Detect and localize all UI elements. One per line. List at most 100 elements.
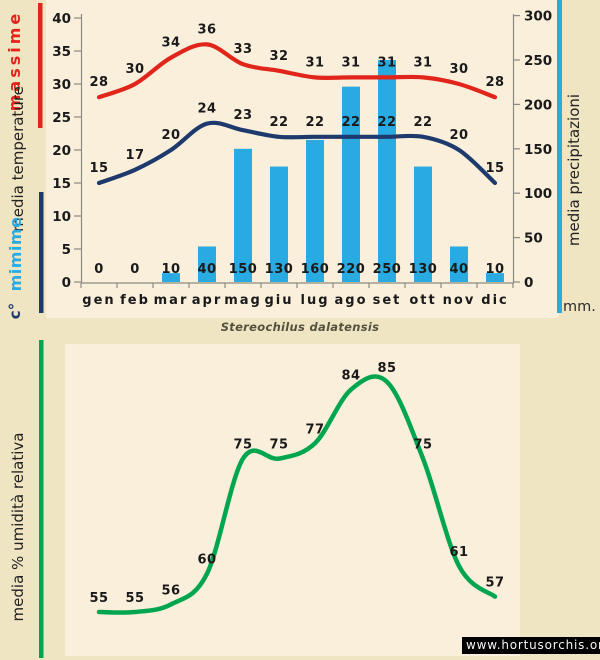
precipitation-value-label: 0 <box>94 262 104 277</box>
humidity-value-label: 56 <box>161 583 180 598</box>
left-tick-label: 25 <box>52 110 71 126</box>
month-label: mar <box>154 293 189 308</box>
precipitation-bar <box>378 60 396 282</box>
mimime-value-label: 22 <box>377 115 396 130</box>
mimime-line <box>96 120 498 186</box>
left-tick-label: 5 <box>62 242 71 258</box>
precipitation-axis-caption: media precipitazioni <box>565 94 583 246</box>
massime-value-label: 31 <box>413 55 432 70</box>
precipitation-value-label: 10 <box>161 262 180 277</box>
mimime-value-label: 24 <box>197 102 216 117</box>
left-tick-label: 20 <box>52 143 71 159</box>
precipitation-value-label: 10 <box>485 262 504 277</box>
humidity-value-label: 75 <box>233 438 252 453</box>
month-label: set <box>373 293 402 308</box>
precipitation-value-label: 130 <box>409 262 438 277</box>
right-tick-label: 100 <box>524 186 552 202</box>
humidity-value-label: 75 <box>269 438 288 453</box>
mimime-value-label: 22 <box>305 115 324 130</box>
precipitation-bar <box>162 273 180 282</box>
humidity-axis-caption: media % umidità relativa <box>9 433 27 622</box>
humidity-value-label: 84 <box>341 369 360 384</box>
precipitation-value-label: 40 <box>197 262 216 277</box>
precipitation-legend-bar <box>557 0 562 313</box>
month-label: dic <box>481 293 508 308</box>
month-label: apr <box>192 293 223 308</box>
precipitation-value-label: 250 <box>373 262 402 277</box>
mimime-axis-caption: mimime <box>6 217 25 292</box>
precipitation-bar <box>270 166 288 282</box>
left-tick-label: 0 <box>62 275 71 291</box>
humidity-value-label: 57 <box>485 576 504 591</box>
mimime-value-label: 22 <box>269 115 288 130</box>
massime-value-label: 30 <box>125 62 144 77</box>
left-tick-label: 30 <box>52 77 71 93</box>
precipitation-value-label: 160 <box>301 262 330 277</box>
bottom-plot-background <box>65 344 520 656</box>
month-label: mag <box>224 293 262 308</box>
right-tick-label: 250 <box>524 53 552 69</box>
mimime-value-label: 20 <box>161 128 180 143</box>
month-label: ott <box>409 293 436 308</box>
humidity-legend-bar <box>39 340 44 658</box>
labels-group: 0 0 10 40 150 130 160 220 250 130 40 10 28 30 34 36 33 32… <box>89 22 504 606</box>
precipitation-bar <box>414 166 432 282</box>
mimime-value-label: 17 <box>125 148 144 163</box>
humidity-value-label: 61 <box>449 545 468 560</box>
right-tick-label: 0 <box>524 275 533 291</box>
celsius-unit-caption: c° <box>6 303 24 319</box>
species-title: Stereochilus dalatensis <box>220 320 380 334</box>
precipitation-value-label: 0 <box>130 262 140 277</box>
bars-group <box>162 60 504 282</box>
massime-value-label: 33 <box>233 42 252 57</box>
humidity-value-label: 75 <box>413 438 432 453</box>
precipitation-bar <box>486 273 504 282</box>
massime-value-label: 36 <box>197 22 216 37</box>
month-label: nov <box>443 293 476 308</box>
precipitation-value-label: 130 <box>265 262 294 277</box>
mimime-value-label: 22 <box>413 115 432 130</box>
left-tick-label: 35 <box>52 44 71 60</box>
massime-value-label: 28 <box>485 75 504 90</box>
massime-value-label: 28 <box>89 75 108 90</box>
humidity-value-label: 55 <box>125 591 144 606</box>
left-tick-label: 40 <box>52 11 71 27</box>
watermark-link[interactable]: www.hortusorchis.org <box>462 637 600 654</box>
precipitation-value-label: 40 <box>449 262 468 277</box>
mimime-value-label: 22 <box>341 115 360 130</box>
massime-line <box>96 42 498 100</box>
humidity-line <box>96 374 498 615</box>
month-label: lug <box>300 293 329 308</box>
temperature-axis-caption: media temperature <box>9 86 27 232</box>
right-tick-label: 300 <box>524 9 552 25</box>
precipitation-bar <box>450 246 468 282</box>
month-label: gen <box>82 293 115 308</box>
humidity-value-label: 55 <box>89 591 108 606</box>
right-tick-label: 50 <box>524 231 543 247</box>
left-tick-label: 15 <box>52 176 71 192</box>
month-label: ago <box>334 293 367 308</box>
precipitation-value-label: 150 <box>229 262 258 277</box>
month-label: giu <box>264 293 293 308</box>
left-tick-label: 10 <box>52 209 71 225</box>
precipitation-bar <box>306 139 324 282</box>
lines-group <box>96 42 498 615</box>
month-label: feb <box>120 293 150 308</box>
massime-value-label: 34 <box>161 36 180 51</box>
precipitation-value-label: 220 <box>337 262 366 277</box>
massime-value-label: 31 <box>377 55 396 70</box>
top-plot-background <box>46 0 559 318</box>
mimime-value-label: 15 <box>89 161 108 176</box>
mimime-legend-bar <box>39 192 44 313</box>
precipitation-bar <box>198 246 216 282</box>
humidity-value-label: 85 <box>377 361 396 376</box>
mimime-value-label: 15 <box>485 161 504 176</box>
right-tick-label: 150 <box>524 142 552 158</box>
precipitation-bar <box>234 148 252 282</box>
humidity-value-label: 60 <box>197 553 216 568</box>
massime-value-label: 31 <box>341 55 360 70</box>
massime-legend-bar <box>38 3 43 128</box>
